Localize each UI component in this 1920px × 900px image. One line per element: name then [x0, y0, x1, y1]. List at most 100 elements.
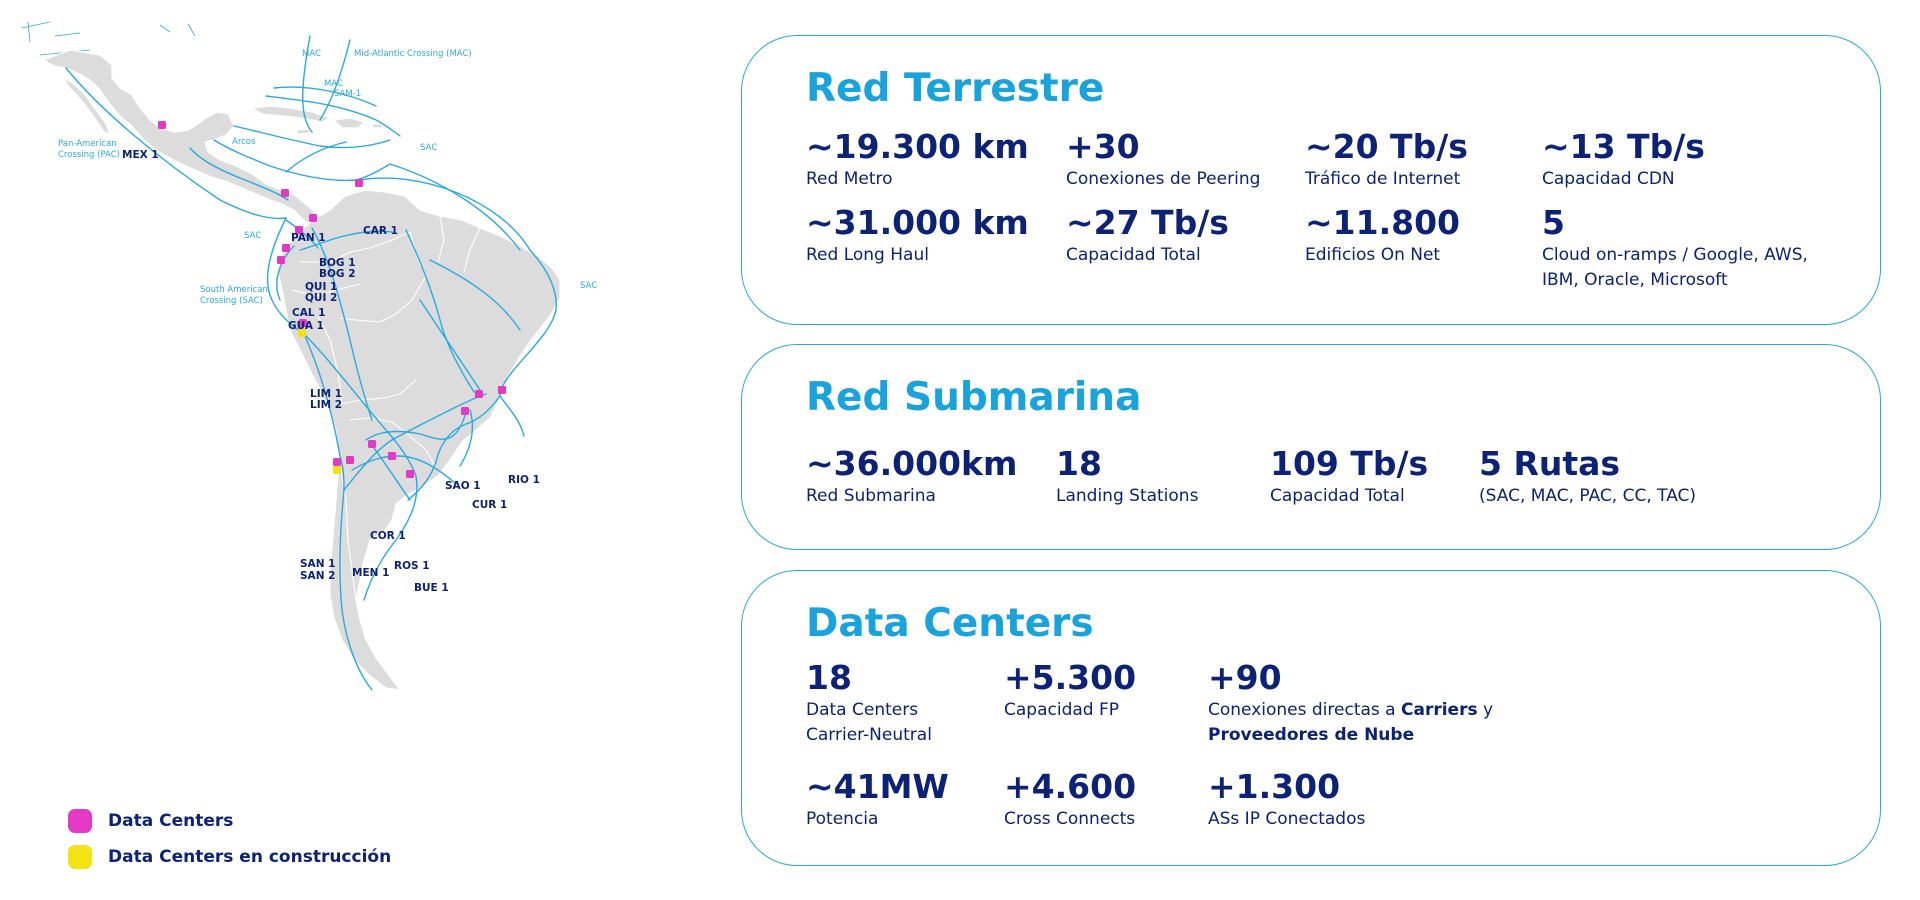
stat-value: +1.300	[1208, 767, 1341, 806]
stat-value: ~20 Tb/s	[1305, 127, 1468, 166]
site-label: SAO 1	[445, 480, 481, 492]
marker-cur-1[interactable]	[461, 407, 469, 415]
stat-landing-stations: 18 Landing Stations	[1056, 445, 1198, 509]
stat-label: IBM, Oracle, Microsoft	[1542, 270, 1728, 290]
stat-label-bold: Carriers	[1401, 700, 1478, 720]
stat-value: 18	[1056, 444, 1102, 483]
marker-lim-2[interactable]	[298, 329, 306, 337]
stat-edificios: ~11.800 Edificios On Net	[1305, 204, 1460, 268]
stat-cdn: ~13 Tb/s Capacidad CDN	[1542, 128, 1705, 192]
stat-label-text: Conexiones directas a	[1208, 700, 1401, 720]
stat-label: Data Centers	[806, 700, 919, 720]
panel-title: Red Submarina	[806, 375, 1142, 420]
map-guidelines	[21, 21, 196, 56]
stat-long-haul: ~31.000 km Red Long Haul	[806, 204, 1029, 268]
panel-title: Data Centers	[806, 601, 1094, 646]
stat-value: ~41MW	[806, 767, 949, 806]
stat-value: ~13 Tb/s	[1542, 127, 1705, 166]
stat-label-text: y	[1477, 700, 1494, 720]
marker-car-1[interactable]	[355, 179, 363, 187]
land	[43, 49, 561, 691]
site-label: MEN 1	[352, 567, 389, 579]
stat-label-bold: Proveedores de Nube	[1208, 725, 1415, 745]
marker-bog[interactable]	[309, 214, 317, 222]
marker-sao-1[interactable]	[475, 390, 483, 398]
legend-item-data-centers: Data Centers	[68, 808, 391, 834]
stat-value: +5.300	[1004, 658, 1137, 697]
site-label: BUE 1	[414, 582, 449, 594]
stat-label: Proveedores de Nube	[1208, 723, 1493, 748]
marker-bue-1[interactable]	[406, 470, 414, 478]
cable-label-south-american-1: South American	[200, 285, 268, 295]
cable-routes	[65, 35, 557, 691]
site-label: CAL 1	[292, 307, 325, 319]
cable-label-sac-3: SAC	[580, 281, 597, 291]
site-label: BOG 1	[319, 257, 356, 269]
cable-label-sac-2: SAC	[244, 231, 261, 241]
marker-ros-1[interactable]	[388, 452, 396, 460]
marker-men-1[interactable]	[346, 456, 354, 464]
stat-data-centers: 18 Data Centers Carrier-Neutral	[806, 659, 932, 748]
marker-pan-1[interactable]	[281, 189, 289, 197]
stat-value: ~31.000 km	[806, 203, 1029, 242]
stat-label: Conexiones directas a Carriers y	[1208, 698, 1493, 723]
stat-label: Carrier-Neutral	[806, 725, 932, 745]
stat-label: Capacidad CDN	[1542, 169, 1675, 189]
marker-san-1[interactable]	[333, 458, 341, 466]
site-label: LIM 2	[310, 399, 342, 411]
marker-cal-1[interactable]	[282, 244, 290, 252]
cable-label-arcos: Arcos	[232, 137, 256, 147]
stat-label: Cloud on-ramps / Google, AWS,	[1542, 245, 1808, 265]
site-label: ROS 1	[394, 560, 430, 572]
stat-label: Red Metro	[806, 169, 893, 189]
network-map: MAC Mid-Atlantic Crossing (MAC) MAC SAM-…	[21, 21, 597, 691]
stat-cross-connects: +4.600 Cross Connects	[1004, 768, 1136, 832]
data-center-markers	[158, 121, 506, 478]
stat-rutas: 5 Rutas (SAC, MAC, PAC, CC, TAC)	[1479, 445, 1696, 509]
stat-value: +30	[1066, 127, 1140, 166]
stat-label: Capacidad Total	[1066, 245, 1201, 265]
marker-lim-1[interactable]	[299, 319, 307, 327]
marker-san-2[interactable]	[333, 466, 341, 474]
stat-red-metro: ~19.300 km Red Metro	[806, 128, 1029, 192]
marker-gua-1[interactable]	[277, 256, 285, 264]
stat-value: ~19.300 km	[806, 127, 1029, 166]
panel-red-submarina: Red Submarina ~36.000km Red Submarina 18…	[741, 344, 1881, 550]
legend-swatch-data-centers	[68, 809, 92, 833]
site-label: SAN 1	[300, 558, 335, 570]
site-label: SAN 2	[300, 570, 335, 582]
site-label: CAR 1	[363, 225, 398, 237]
cable-label-south-american-2: Crossing (SAC)	[200, 296, 263, 306]
panel-title: Red Terrestre	[806, 66, 1105, 111]
cable-label-mac-2: MAC	[324, 79, 343, 89]
map-legend: Data Centers Data Centers en construcció…	[68, 808, 391, 880]
marker-cor-1[interactable]	[368, 440, 376, 448]
stat-label: Capacidad Total	[1270, 486, 1405, 506]
stat-value: ~36.000km	[806, 444, 1018, 483]
stat-label: Edificios On Net	[1305, 245, 1441, 265]
stat-value: +4.600	[1004, 767, 1137, 806]
stat-peering: +30 Conexiones de Peering	[1066, 128, 1260, 192]
panel-data-centers: Data Centers 18 Data Centers Carrier-Neu…	[741, 570, 1881, 866]
stat-label: ASs IP Conectados	[1208, 809, 1366, 829]
marker-rio-1[interactable]	[498, 386, 506, 394]
stat-ass-ip: +1.300 ASs IP Conectados	[1208, 768, 1365, 832]
cable-label-pac-1: Pan-American	[58, 139, 117, 149]
stat-potencia: ~41MW Potencia	[806, 768, 949, 832]
legend-label: Data Centers	[108, 811, 234, 831]
site-label: RIO 1	[508, 474, 540, 486]
stat-label: Conexiones de Peering	[1066, 169, 1261, 189]
stat-value: ~27 Tb/s	[1066, 203, 1229, 242]
site-label: BOG 2	[319, 268, 356, 280]
marker-qui[interactable]	[295, 226, 303, 234]
stat-capacidad-total: ~27 Tb/s Capacidad Total	[1066, 204, 1229, 268]
stat-cloud-on-ramps: 5 Cloud on-ramps / Google, AWS, IBM, Ora…	[1542, 204, 1808, 293]
site-label: QUI 2	[305, 292, 337, 304]
stat-capacidad-fp: +5.300 Capacidad FP	[1004, 659, 1136, 723]
site-label: MEX 1	[122, 149, 159, 161]
legend-item-construction: Data Centers en construcción	[68, 844, 391, 870]
cable-label-pac-2: Crossing (PAC)	[58, 150, 120, 160]
stat-value: 5 Rutas	[1479, 444, 1621, 483]
cable-labels: MAC Mid-Atlantic Crossing (MAC) MAC SAM-…	[58, 49, 597, 306]
marker-mex-1[interactable]	[158, 121, 166, 129]
